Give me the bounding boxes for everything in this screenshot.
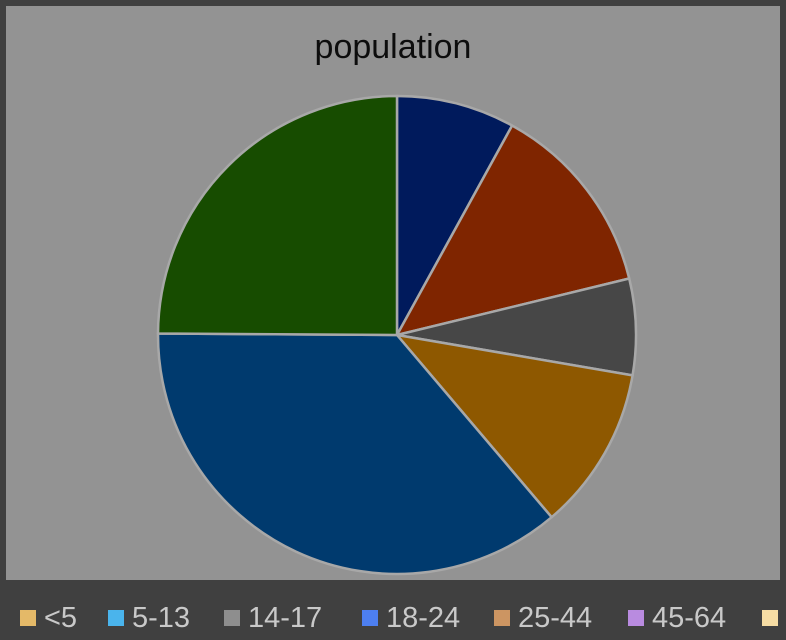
legend-label: 18-24 <box>386 601 461 634</box>
legend-label: <5 <box>44 601 78 634</box>
legend-item: 5-13 <box>108 596 190 640</box>
legend-item: 45-64 <box>628 596 726 640</box>
legend-swatch <box>362 610 378 626</box>
legend-label: 14-17 <box>248 601 323 634</box>
legend-label: 25-44 <box>518 601 593 634</box>
pie-slice-2 <box>395 124 631 337</box>
legend-swatch <box>224 610 240 626</box>
legend-swatch <box>20 610 36 626</box>
legend-swatch <box>762 610 778 626</box>
legend-item <box>762 596 786 640</box>
pie-slice-4 <box>395 333 634 519</box>
legend-item: 18-24 <box>362 596 460 640</box>
legend-item: 25-44 <box>494 596 592 640</box>
legend-swatch <box>494 610 510 626</box>
legend-item: 14-17 <box>224 596 322 640</box>
legend-item: <5 <box>20 596 77 640</box>
pie-chart <box>156 94 638 576</box>
legend-label: 5-13 <box>132 601 191 634</box>
legend: <5 5-13 14-17 18-24 25-44 45-64 <box>0 596 786 640</box>
legend-swatch <box>628 610 644 626</box>
chart-title: population <box>314 28 472 66</box>
pie-slice-5 <box>156 332 553 576</box>
pie-slice-6 <box>156 94 399 337</box>
pie-slice-1 <box>395 94 514 337</box>
legend-swatch <box>108 610 124 626</box>
legend-label: 45-64 <box>652 601 727 634</box>
